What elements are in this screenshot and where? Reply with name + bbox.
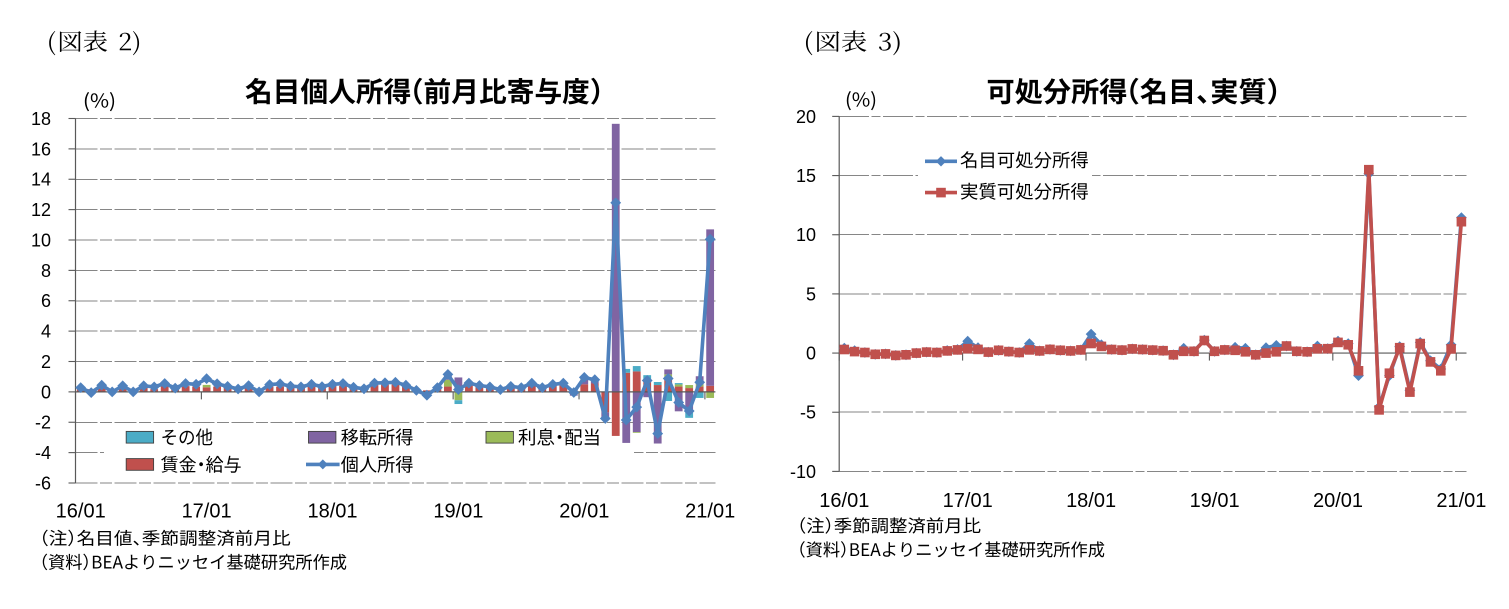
svg-text:-2: -2 — [35, 413, 51, 433]
svg-text:16/01: 16/01 — [819, 490, 869, 512]
svg-text:19/01: 19/01 — [433, 500, 483, 522]
svg-text:21/01: 21/01 — [685, 500, 735, 522]
svg-text:5: 5 — [806, 284, 816, 304]
svg-text:20/01: 20/01 — [559, 500, 609, 522]
svg-text:4: 4 — [41, 322, 51, 342]
svg-text:0: 0 — [41, 382, 51, 402]
svg-text:12: 12 — [31, 200, 51, 220]
svg-text:18: 18 — [31, 109, 51, 129]
svg-text:21/01: 21/01 — [1436, 490, 1486, 512]
svg-text:20: 20 — [796, 107, 816, 127]
svg-text:17/01: 17/01 — [943, 490, 993, 512]
svg-text:-5: -5 — [800, 403, 816, 423]
svg-text:10: 10 — [796, 225, 816, 245]
svg-text:15: 15 — [796, 166, 816, 186]
svg-text:-4: -4 — [35, 443, 51, 463]
svg-text:8: 8 — [41, 261, 51, 281]
svg-text:10: 10 — [31, 230, 51, 250]
svg-text:2: 2 — [41, 352, 51, 372]
svg-text:18/01: 18/01 — [307, 500, 357, 522]
svg-text:16: 16 — [31, 139, 51, 159]
svg-text:16/01: 16/01 — [56, 500, 106, 522]
svg-text:18/01: 18/01 — [1066, 490, 1116, 512]
svg-text:17/01: 17/01 — [182, 500, 232, 522]
svg-text:0: 0 — [806, 344, 816, 364]
svg-text:-10: -10 — [790, 462, 816, 482]
svg-text:20/01: 20/01 — [1313, 490, 1363, 512]
svg-text:-6: -6 — [35, 473, 51, 493]
svg-text:19/01: 19/01 — [1190, 490, 1240, 512]
svg-text:6: 6 — [41, 291, 51, 311]
svg-text:14: 14 — [31, 170, 51, 190]
